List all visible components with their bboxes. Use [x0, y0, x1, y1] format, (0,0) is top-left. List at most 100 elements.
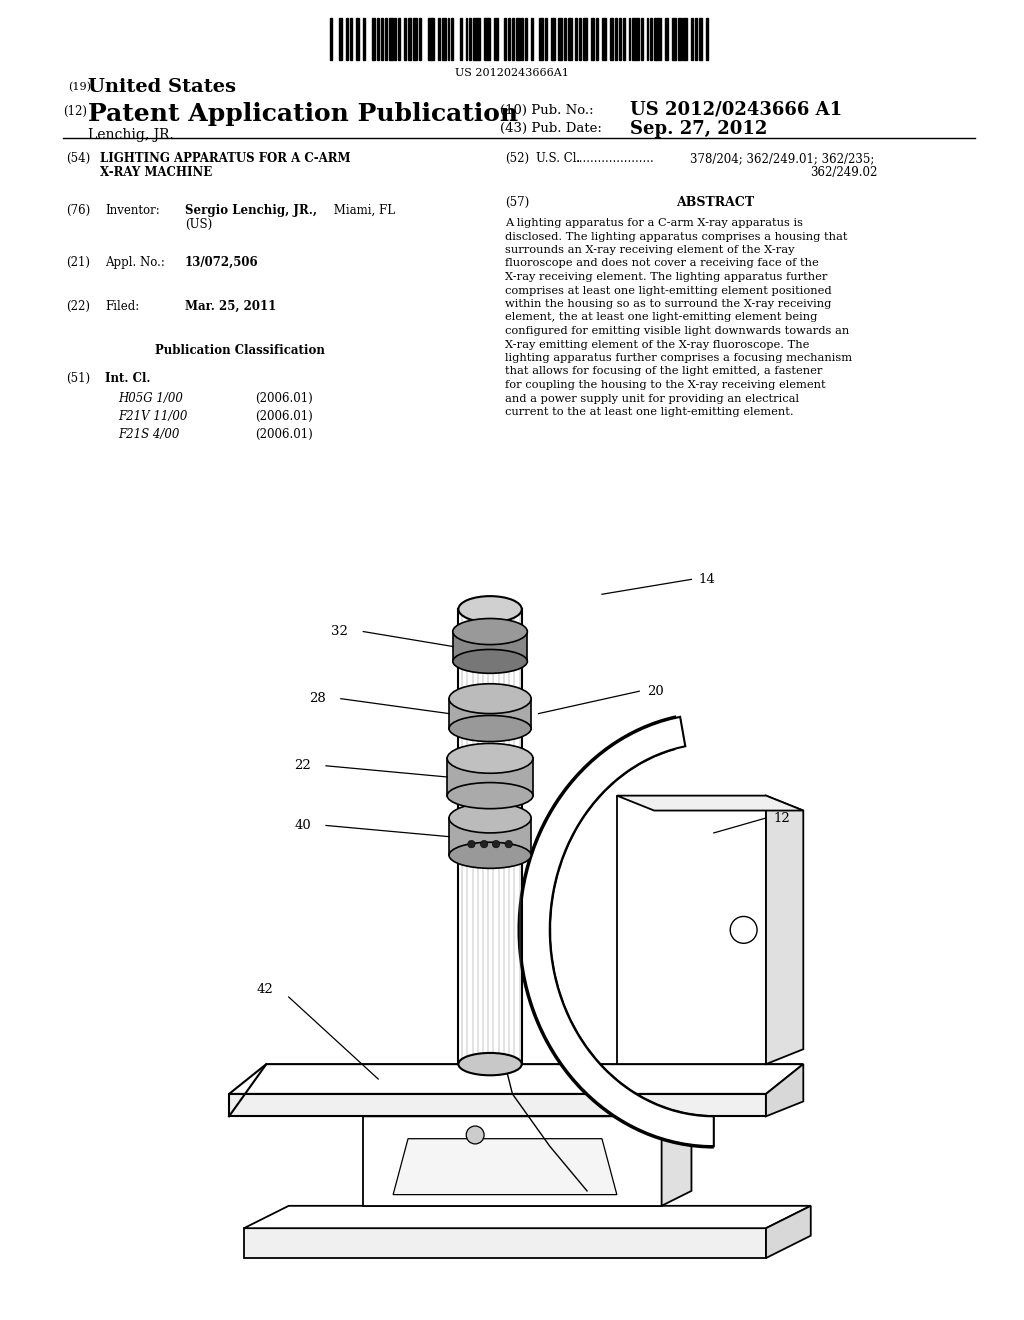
Text: H05G 1/00: H05G 1/00	[118, 392, 183, 405]
Bar	[678, 18, 682, 59]
Text: Publication Classification: Publication Classification	[155, 345, 325, 356]
Bar	[564, 18, 566, 59]
Ellipse shape	[450, 842, 531, 869]
Bar	[394, 18, 396, 59]
Bar	[591, 18, 594, 59]
Ellipse shape	[459, 1053, 522, 1076]
Polygon shape	[364, 1094, 691, 1117]
Polygon shape	[229, 1064, 803, 1094]
Bar	[609, 18, 613, 59]
Text: United States: United States	[88, 78, 236, 96]
Text: X-ray emitting element of the X-ray fluoroscope. The: X-ray emitting element of the X-ray fluo…	[505, 339, 809, 350]
Bar	[620, 18, 621, 59]
Text: .....................: .....................	[575, 152, 654, 165]
Polygon shape	[520, 717, 714, 1146]
Bar	[683, 18, 687, 59]
Bar	[441, 18, 445, 59]
Text: (2006.01): (2006.01)	[255, 411, 312, 422]
Bar	[330, 18, 332, 59]
Text: (19): (19)	[68, 82, 91, 92]
Text: 22: 22	[294, 759, 311, 772]
Polygon shape	[229, 1094, 766, 1117]
Ellipse shape	[447, 783, 532, 809]
Text: current to the at least one light-emitting element.: current to the at least one light-emitti…	[505, 407, 794, 417]
Text: (2006.01): (2006.01)	[255, 392, 312, 405]
Text: LIGHTING APPARATUS FOR A C-ARM: LIGHTING APPARATUS FOR A C-ARM	[100, 152, 350, 165]
Bar	[428, 18, 434, 59]
Bar	[615, 18, 617, 59]
Text: X-ray receiving element. The lighting apparatus further: X-ray receiving element. The lighting ap…	[505, 272, 827, 282]
Text: 14: 14	[699, 573, 716, 586]
Text: disclosed. The lighting apparatus comprises a housing that: disclosed. The lighting apparatus compri…	[505, 231, 848, 242]
Circle shape	[730, 916, 757, 944]
Bar	[583, 18, 587, 59]
Text: and a power supply unit for providing an electrical: and a power supply unit for providing an…	[505, 393, 799, 404]
Polygon shape	[364, 1117, 662, 1206]
Bar	[530, 18, 532, 59]
Bar	[596, 18, 598, 59]
Bar	[707, 18, 709, 59]
Bar	[512, 18, 514, 59]
Text: 378/204; 362/249.01; 362/235;: 378/204; 362/249.01; 362/235;	[690, 152, 874, 165]
Bar	[691, 18, 693, 59]
Bar	[646, 18, 648, 59]
Text: 28: 28	[309, 692, 326, 705]
Bar	[438, 18, 440, 59]
Text: (43) Pub. Date:: (43) Pub. Date:	[500, 121, 602, 135]
Text: ABSTRACT: ABSTRACT	[676, 195, 754, 209]
Text: (52): (52)	[505, 152, 529, 165]
Bar	[623, 18, 625, 59]
Bar	[602, 18, 606, 59]
Bar	[452, 18, 454, 59]
Bar	[641, 18, 643, 59]
Bar	[419, 18, 421, 59]
Bar	[629, 18, 631, 59]
Bar	[483, 18, 490, 59]
Text: (54): (54)	[66, 152, 90, 165]
Bar	[632, 18, 639, 59]
Bar	[672, 18, 676, 59]
Bar	[372, 18, 376, 59]
Ellipse shape	[450, 803, 531, 833]
Text: (51): (51)	[66, 372, 90, 385]
Bar	[398, 18, 400, 59]
Bar	[525, 18, 527, 59]
Text: 362/249.02: 362/249.02	[810, 166, 878, 180]
Text: for coupling the housing to the X-ray receiving element: for coupling the housing to the X-ray re…	[505, 380, 825, 389]
Text: fluoroscope and does not cover a receiving face of the: fluoroscope and does not cover a receivi…	[505, 259, 819, 268]
Polygon shape	[766, 1206, 811, 1258]
Bar	[355, 18, 359, 59]
Text: F21V 11/00: F21V 11/00	[118, 411, 187, 422]
Bar	[580, 18, 582, 59]
Text: (76): (76)	[66, 205, 90, 216]
Polygon shape	[447, 758, 532, 796]
Text: Sep. 27, 2012: Sep. 27, 2012	[630, 120, 767, 139]
Ellipse shape	[450, 715, 531, 742]
Polygon shape	[616, 796, 766, 1064]
Bar	[698, 18, 702, 59]
Bar	[516, 18, 519, 59]
Text: surrounds an X-ray receiving element of the X-ray: surrounds an X-ray receiving element of …	[505, 246, 795, 255]
Text: (US): (US)	[185, 218, 212, 231]
Text: Mar. 25, 2011: Mar. 25, 2011	[185, 300, 276, 313]
Circle shape	[480, 841, 487, 847]
Bar	[505, 18, 506, 59]
Text: that allows for focusing of the light emitted, a fastener: that allows for focusing of the light em…	[505, 367, 822, 376]
Text: (22): (22)	[66, 300, 90, 313]
Bar	[447, 18, 450, 59]
Text: Miami, FL: Miami, FL	[330, 205, 395, 216]
Text: 42: 42	[257, 983, 273, 997]
Text: Inventor:: Inventor:	[105, 205, 160, 216]
Bar	[385, 18, 387, 59]
Text: configured for emitting visible light downwards towards an: configured for emitting visible light do…	[505, 326, 849, 337]
Bar	[339, 18, 342, 59]
Text: US 20120243666A1: US 20120243666A1	[455, 69, 569, 78]
Polygon shape	[393, 1139, 616, 1195]
Ellipse shape	[447, 743, 532, 774]
Polygon shape	[450, 818, 531, 855]
Text: US 2012/0243666 A1: US 2012/0243666 A1	[630, 102, 842, 119]
Text: within the housing so as to surround the X-ray receiving: within the housing so as to surround the…	[505, 300, 831, 309]
Polygon shape	[662, 1094, 691, 1206]
Text: element, the at least one light-emitting element being: element, the at least one light-emitting…	[505, 313, 817, 322]
Text: (57): (57)	[505, 195, 529, 209]
